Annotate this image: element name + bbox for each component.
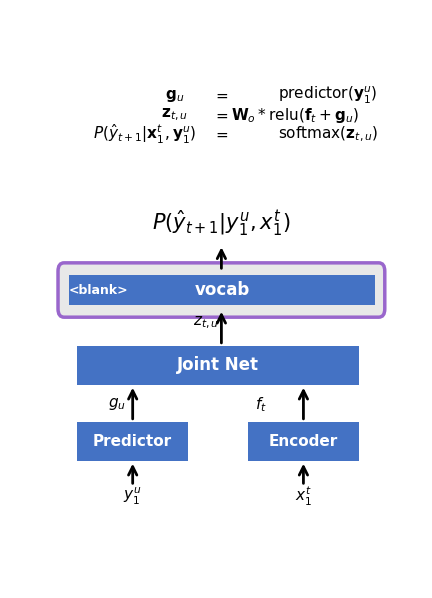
Text: $P(\hat{y}_{t+1}|\mathbf{x}_1^t, \mathbf{y}_1^u)$: $P(\hat{y}_{t+1}|\mathbf{x}_1^t, \mathbf… <box>93 123 196 146</box>
Text: $=$: $=$ <box>213 127 229 142</box>
Text: $\mathbf{z}_{t,u}$: $\mathbf{z}_{t,u}$ <box>161 107 188 123</box>
Text: $\mathrm{softmax}(\mathbf{z}_{t,u})$: $\mathrm{softmax}(\mathbf{z}_{t,u})$ <box>278 125 378 144</box>
Text: $=$: $=$ <box>213 88 229 103</box>
Text: $y_1^u$: $y_1^u$ <box>124 486 142 507</box>
Text: <blank>: <blank> <box>69 283 128 297</box>
Text: $\mathbf{g}_u$: $\mathbf{g}_u$ <box>165 88 184 103</box>
FancyBboxPatch shape <box>77 422 188 461</box>
Text: $x_1^t$: $x_1^t$ <box>295 485 312 508</box>
FancyBboxPatch shape <box>69 275 375 305</box>
FancyBboxPatch shape <box>77 346 359 385</box>
Text: $=$: $=$ <box>213 108 229 123</box>
Text: $P(\hat{y}_{t+1}|y_1^u, x_1^t)$: $P(\hat{y}_{t+1}|y_1^u, x_1^t)$ <box>152 209 291 239</box>
Text: $f_t$: $f_t$ <box>255 395 267 414</box>
FancyBboxPatch shape <box>248 422 359 461</box>
Text: $g_u$: $g_u$ <box>108 396 126 412</box>
FancyBboxPatch shape <box>69 275 128 305</box>
Text: $\mathbf{W}_o * \mathrm{relu}(\mathbf{f}_t + \mathbf{g}_u)$: $\mathbf{W}_o * \mathrm{relu}(\mathbf{f}… <box>231 105 359 124</box>
Text: Joint Net: Joint Net <box>177 356 259 374</box>
Text: $z_{t,u}$: $z_{t,u}$ <box>193 315 219 331</box>
Text: Predictor: Predictor <box>93 434 172 448</box>
FancyBboxPatch shape <box>58 263 385 317</box>
Text: Encoder: Encoder <box>269 434 338 448</box>
Text: vocab: vocab <box>194 281 250 299</box>
Text: $\mathrm{predictor}(\mathbf{y}_1^u)$: $\mathrm{predictor}(\mathbf{y}_1^u)$ <box>278 85 378 106</box>
